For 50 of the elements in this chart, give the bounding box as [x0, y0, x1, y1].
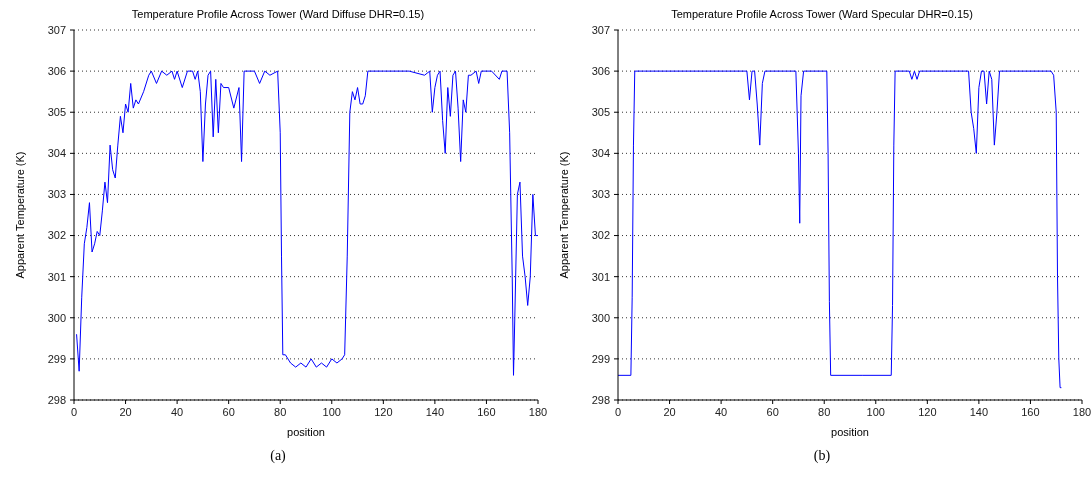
- x-tick-label: 180: [1072, 405, 1092, 418]
- y-tick-label: 300: [591, 311, 610, 324]
- chart-title: Temperature Profile Across Tower (Ward Diffuse DHR=0.15): [131, 8, 425, 22]
- y-tick-label: 305: [591, 106, 610, 119]
- x-tick-label: 0: [70, 405, 78, 418]
- x-tick-label: 180: [528, 405, 548, 418]
- y-tick-label: 307: [591, 23, 610, 36]
- x-tick-label: 40: [714, 405, 728, 418]
- y-tick-label: 302: [591, 229, 610, 242]
- y-tick-label: 302: [47, 229, 66, 242]
- x-tick-label: 100: [866, 405, 885, 418]
- y-tick-label: 301: [47, 270, 66, 283]
- x-tick-label: 80: [274, 405, 287, 418]
- x-tick-label: 60: [222, 405, 235, 418]
- y-tick-label: 298: [47, 393, 66, 406]
- y-tick-label: 306: [591, 65, 610, 78]
- y-tick-label: 303: [47, 188, 66, 201]
- x-tick-label: 140: [425, 405, 445, 418]
- y-tick-label: 299: [47, 352, 66, 365]
- x-tick-label: 160: [1021, 405, 1040, 418]
- y-tick-label: 299: [591, 352, 610, 365]
- y-axis-title: Apparent Temperature (K): [557, 151, 570, 279]
- y-tick-label: 307: [47, 23, 66, 36]
- x-tick-label: 140: [969, 405, 989, 418]
- x-tick-label: 20: [119, 405, 132, 418]
- y-tick-label: 301: [591, 270, 610, 283]
- line-series: [618, 70, 1062, 389]
- y-axis-title: Apparent Temperature (K): [13, 151, 26, 279]
- text: (a): [270, 448, 286, 464]
- x-axis-title: position: [287, 426, 325, 438]
- y-tick-label: 306: [47, 65, 66, 78]
- y-tick-label: 298: [591, 393, 610, 406]
- x-tick-label: 160: [477, 405, 496, 418]
- y-tick-label: 304: [591, 147, 610, 160]
- x-tick-label: 120: [374, 405, 393, 418]
- text: (b): [813, 448, 831, 464]
- x-tick-label: 60: [766, 405, 779, 418]
- chart-title: Temperature Profile Across Tower (Ward Specular DHR=0.15): [671, 8, 973, 22]
- y-tick-label: 304: [47, 147, 66, 160]
- x-tick-label: 80: [818, 405, 831, 418]
- y-tick-label: 305: [47, 106, 66, 119]
- x-tick-label: 0: [614, 405, 622, 418]
- y-tick-label: 300: [47, 311, 66, 324]
- y-tick-label: 303: [591, 188, 610, 201]
- x-tick-label: 40: [170, 405, 184, 418]
- x-axis-title: position: [831, 426, 869, 438]
- x-tick-label: 20: [663, 405, 676, 418]
- x-tick-label: 120: [918, 405, 937, 418]
- x-tick-label: 100: [322, 405, 341, 418]
- line-series: [76, 70, 538, 376]
